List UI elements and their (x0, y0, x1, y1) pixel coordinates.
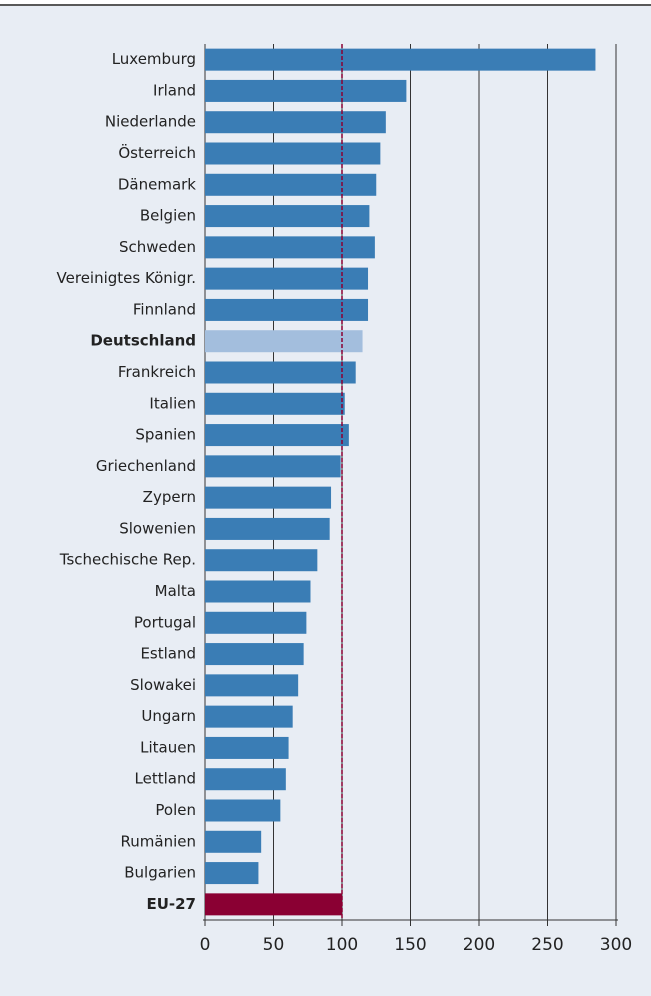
y-tick-label: Rumänien (121, 832, 196, 850)
bar (205, 768, 286, 791)
bar (205, 361, 356, 384)
y-tick-label: Irland (153, 81, 196, 99)
x-tick-label: 100 (326, 935, 358, 955)
y-tick-label: Estland (140, 645, 196, 663)
y-tick-label: Polen (155, 801, 196, 819)
y-tick-label: Portugal (134, 613, 196, 631)
y-tick-label: Österreich (118, 143, 196, 162)
bar (205, 486, 332, 509)
y-tick-label: Slowakei (130, 676, 196, 694)
bar (205, 79, 407, 102)
x-tick-label: 50 (263, 935, 285, 955)
y-tick-label: EU-27 (146, 895, 196, 913)
bar (205, 392, 345, 415)
x-tick-label: 300 (600, 935, 632, 955)
y-tick-label: Slowenien (119, 519, 196, 537)
y-tick-label: Zypern (143, 488, 196, 506)
bar (205, 580, 311, 603)
bar (205, 111, 386, 134)
bar (205, 267, 369, 290)
y-tick-label: Italien (149, 394, 196, 412)
x-tick-label: 150 (394, 935, 426, 955)
bar (205, 298, 369, 321)
y-tick-label: Spanien (135, 426, 196, 444)
bar (205, 549, 318, 572)
y-tick-label: Dänemark (118, 175, 196, 193)
bar (205, 142, 381, 165)
bar (205, 643, 304, 666)
y-tick-label: Tschechische Rep. (59, 551, 196, 569)
bar (205, 424, 349, 447)
y-tick-label: Luxemburg (112, 50, 196, 68)
bar (205, 455, 341, 478)
y-tick-label: Deutschland (90, 332, 196, 350)
bar (205, 236, 375, 259)
bar (205, 736, 289, 759)
bar (205, 893, 342, 916)
bar (205, 517, 330, 540)
y-tick-label: Schweden (119, 238, 196, 256)
y-tick-label: Ungarn (141, 707, 196, 725)
y-tick-label: Griechenland (96, 457, 196, 475)
bar (205, 611, 307, 634)
y-tick-label: Bulgarien (124, 864, 196, 882)
y-tick-label: Malta (155, 582, 196, 600)
bar (205, 48, 596, 71)
y-tick-label: Lettland (135, 770, 196, 788)
bar (205, 862, 259, 885)
x-tick-label: 250 (531, 935, 563, 955)
bar (205, 705, 293, 728)
x-tick-label: 200 (463, 935, 495, 955)
y-tick-label: Litauen (140, 738, 196, 756)
bar (205, 330, 363, 353)
y-tick-label: Finnland (133, 300, 196, 318)
bar (205, 674, 299, 697)
y-tick-label: Niederlande (105, 113, 196, 131)
y-tick-label: Frankreich (118, 363, 196, 381)
bar (205, 205, 370, 228)
y-tick-label: Vereinigtes Königr. (57, 269, 196, 287)
bar (205, 173, 377, 196)
bar (205, 830, 262, 853)
bar (205, 799, 281, 822)
y-tick-label: Belgien (140, 207, 196, 225)
x-tick-label: 0 (200, 935, 211, 955)
